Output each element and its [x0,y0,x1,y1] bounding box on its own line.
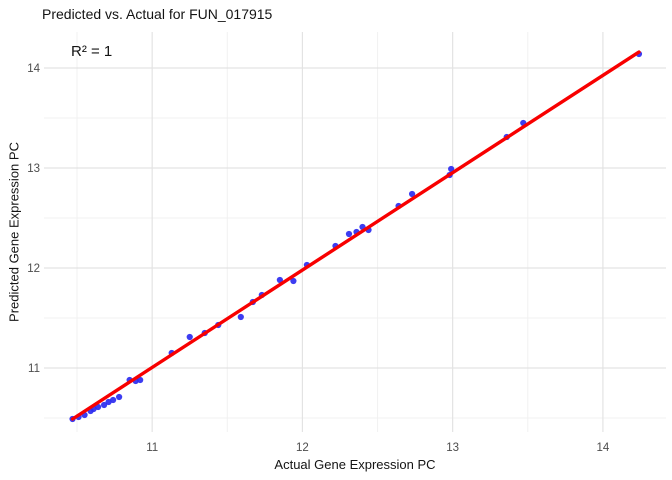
data-point [408,190,416,198]
x-tick-label: 11 [146,442,158,454]
y-tick-label: 14 [27,63,40,75]
x-tick-label: 12 [296,442,309,454]
data-point [345,230,353,238]
x-tick-label: 14 [597,442,610,454]
x-tick-label: 13 [446,442,459,454]
data-point [100,401,108,409]
data-point [116,393,123,401]
data-point [276,276,283,284]
y-tick-label: 11 [28,363,40,375]
data-point [448,165,455,173]
data-point [186,333,193,341]
data-point [290,277,297,285]
r-squared-annotation: R² = 1 [71,43,113,60]
y-tick-label: 13 [27,163,40,175]
chart-title: Predicted vs. Actual for FUN_017915 [42,6,273,22]
x-axis-title: Actual Gene Expression PC [274,457,436,472]
regression-line [70,50,641,421]
data-point [110,396,117,404]
data-point [237,313,244,321]
y-tick-label: 12 [27,263,40,275]
y-axis-title: Predicted Gene Expression PC [6,142,22,322]
data-point [137,376,144,384]
